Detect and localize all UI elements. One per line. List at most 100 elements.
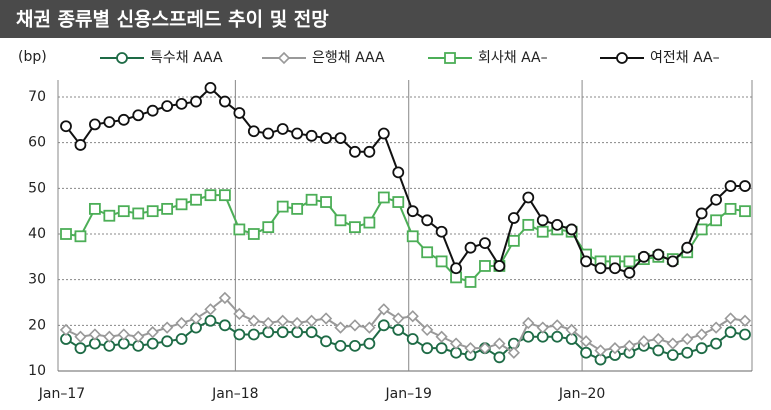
marker [392, 166, 405, 179]
marker [74, 139, 87, 151]
marker [146, 205, 159, 218]
x-tick-label: Jan–19 [385, 386, 432, 402]
marker [608, 342, 622, 355]
legend-marker [277, 51, 291, 65]
marker [60, 228, 72, 240]
marker [710, 214, 723, 227]
marker [117, 205, 130, 218]
marker [276, 200, 289, 213]
marker [709, 321, 723, 334]
marker [305, 129, 318, 142]
marker [161, 100, 174, 113]
marker [435, 342, 448, 355]
marker [348, 319, 362, 332]
marker [435, 330, 448, 343]
marker [204, 189, 217, 202]
marker [493, 260, 506, 272]
marker [724, 312, 737, 325]
marker [175, 198, 188, 211]
marker [652, 248, 665, 261]
marker [276, 326, 289, 339]
x-tick-label: Jan–17 [38, 386, 85, 402]
marker [88, 328, 102, 341]
y-tick-label: 30 [28, 272, 46, 288]
marker [377, 127, 390, 140]
marker [392, 323, 405, 336]
legend-label: 회사채 AA– [478, 50, 548, 66]
marker [204, 81, 217, 94]
legend-marker [116, 52, 128, 64]
marker [189, 312, 203, 325]
x-tick-label: Jan–20 [558, 386, 605, 402]
marker [536, 225, 549, 238]
marker [349, 339, 361, 352]
marker [666, 337, 679, 350]
marker [247, 125, 260, 138]
marker [522, 218, 535, 231]
marker [132, 207, 145, 220]
marker [580, 255, 592, 268]
marker [551, 218, 564, 231]
marker [161, 335, 174, 348]
marker [738, 314, 752, 327]
marker [681, 241, 694, 254]
marker [60, 120, 72, 133]
marker [739, 328, 751, 341]
marker [74, 342, 87, 355]
marker [161, 202, 174, 215]
marker [103, 330, 116, 343]
marker [695, 223, 708, 236]
marker [334, 214, 347, 227]
marker [363, 337, 376, 350]
marker [507, 346, 520, 359]
marker [219, 319, 231, 332]
marker [320, 335, 332, 348]
marker [88, 118, 101, 131]
marker [146, 104, 159, 117]
marker [724, 180, 737, 192]
marker [551, 330, 564, 343]
marker [479, 260, 491, 272]
marker [276, 123, 289, 135]
marker [739, 180, 751, 192]
marker [681, 332, 694, 346]
marker [218, 291, 232, 305]
marker [219, 95, 231, 108]
y-tick-label: 20 [28, 317, 46, 333]
marker [363, 216, 376, 229]
marker [334, 321, 347, 334]
marker [334, 339, 347, 352]
y-tick-label: 40 [28, 226, 46, 242]
marker [363, 145, 376, 158]
marker [204, 303, 217, 316]
legend-label: 특수채 AAA [150, 50, 223, 66]
title-bar [0, 0, 771, 38]
marker [609, 262, 621, 275]
marker [493, 351, 506, 364]
marker [291, 202, 304, 215]
marker [247, 228, 260, 240]
marker [88, 202, 101, 215]
marker [363, 321, 376, 334]
marker [392, 312, 405, 325]
marker [291, 127, 304, 140]
marker [146, 326, 159, 339]
marker [74, 330, 87, 343]
marker [710, 337, 723, 350]
marker [579, 335, 593, 348]
marker [406, 205, 419, 218]
marker [478, 342, 492, 355]
marker [74, 230, 87, 243]
marker [522, 191, 535, 204]
marker [594, 262, 607, 275]
marker [435, 225, 448, 238]
marker [160, 321, 174, 334]
y-tick-label: 60 [28, 135, 46, 151]
marker [652, 332, 665, 346]
marker [132, 330, 145, 343]
marker [377, 191, 390, 204]
marker [406, 230, 419, 243]
marker [406, 310, 419, 323]
marker [262, 221, 275, 234]
